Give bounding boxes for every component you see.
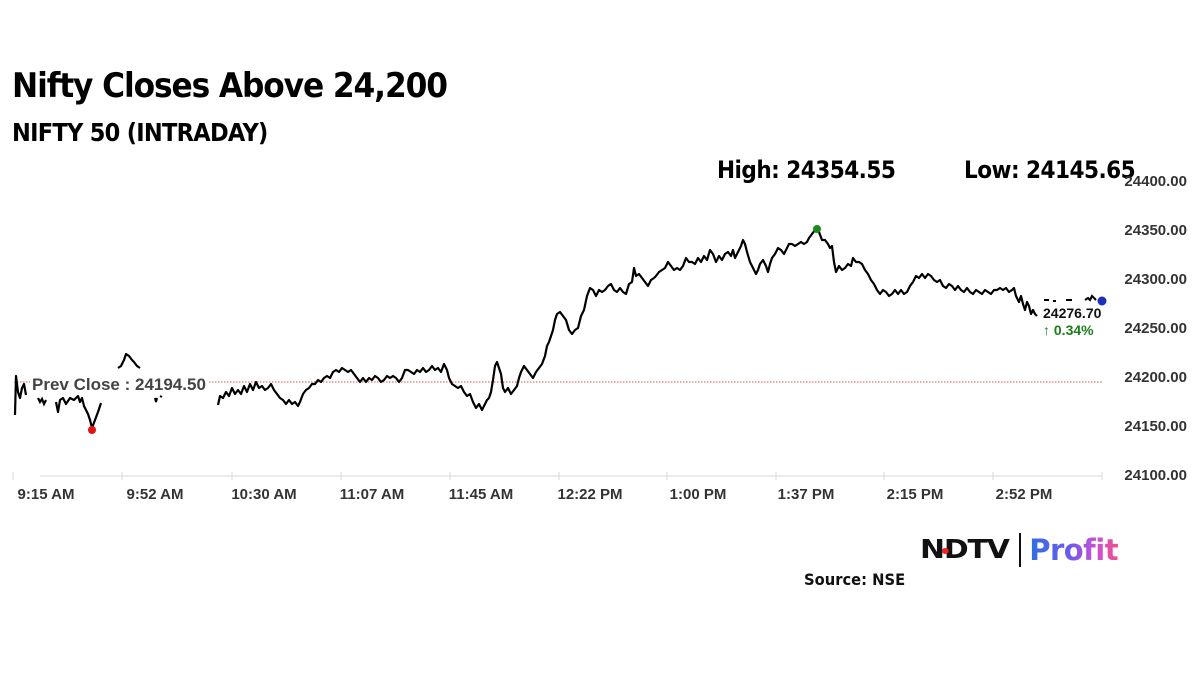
x-tick-1415: 2:15 PM (886, 486, 944, 503)
ndtv-profit-logo: NDTV Profit (920, 532, 1119, 568)
y-tick-24200: 24200.00 (1124, 369, 1187, 386)
x-tick-1222: 12:22 PM (557, 486, 623, 503)
x-tick-0915: 9:15 AM (17, 486, 75, 503)
y-tick-24100: 24100.00 (1124, 467, 1187, 484)
x-tick-1145: 11:45 AM (448, 486, 514, 503)
prev-close-label: Prev Close : 24194.50 (30, 375, 208, 395)
price-line-tail (1044, 294, 1097, 302)
ndtv-red-dot-icon (941, 548, 949, 554)
logo-divider (1019, 533, 1022, 567)
day-high-label: High: 24354.55 (717, 156, 896, 184)
last-price-label: 24276.70 (1043, 305, 1102, 321)
day-high-marker (813, 225, 821, 233)
price-line-frag2 (159, 395, 163, 398)
price-line-main (216, 227, 1038, 412)
profit-wordmark: Profit (1029, 533, 1119, 567)
y-tick-24150: 24150.00 (1124, 418, 1187, 435)
last-price-marker (1097, 296, 1107, 306)
x-tick-0952: 9:52 AM (126, 486, 184, 503)
x-tick-1337: 1:37 PM (777, 486, 835, 503)
x-tick-1107: 11:07 AM (339, 486, 405, 503)
price-line-frag (154, 397, 158, 403)
price-line-open-frag (37, 396, 47, 407)
chart-title: Nifty Closes Above 24,200 (12, 66, 448, 106)
y-tick-24400: 24400.00 (1124, 173, 1187, 190)
x-tick-1300: 1:00 PM (669, 486, 727, 503)
chart-subtitle: NIFTY 50 (INTRADAY) (12, 118, 268, 147)
source-credit: Source: NSE (804, 570, 906, 589)
x-axis-ticks (12, 472, 1103, 480)
x-tick-1030: 10:30 AM (231, 486, 297, 503)
y-tick-24250: 24250.00 (1124, 320, 1187, 337)
day-low-label: Low: 24145.65 (964, 156, 1136, 184)
price-line-open (13, 374, 28, 416)
change-percent-label: ↑ 0.34% (1043, 322, 1094, 338)
x-tick-1452: 2:52 PM (995, 486, 1053, 503)
y-tick-24300: 24300.00 (1124, 271, 1187, 288)
y-tick-24350: 24350.00 (1124, 222, 1187, 239)
ndtv-wordmark: NDTV (920, 535, 1010, 565)
day-low-marker (88, 426, 96, 434)
price-line-spike (117, 352, 141, 369)
price-line-dip (54, 394, 103, 430)
